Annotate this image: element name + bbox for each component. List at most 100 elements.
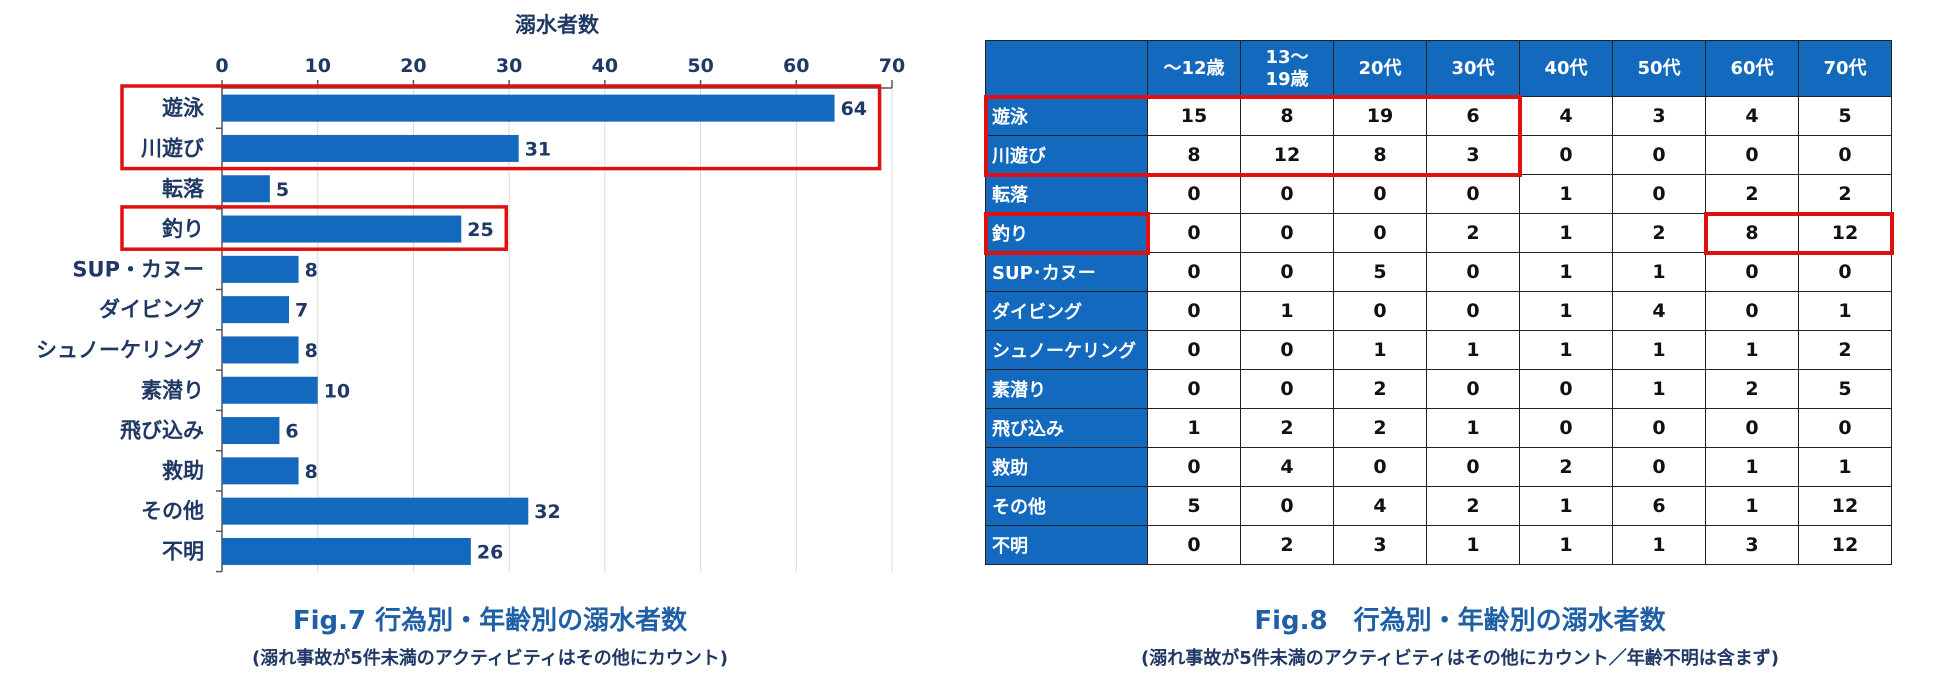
table-cell: 1: [1519, 252, 1613, 292]
value-label: 31: [525, 138, 551, 160]
table-cell: 1: [1798, 447, 1892, 487]
table-cell: 2: [1426, 486, 1520, 526]
category-label: シュノーケリング: [36, 338, 204, 362]
table-cell: 1: [1612, 252, 1706, 292]
table-cell: 0: [1147, 525, 1241, 565]
figure8-panel: ～12歳 13～ 19歳 20代 30代 40代 50代 60代 70代 遊泳 15 8 19 6 4 3 4…: [983, 40, 1894, 565]
table-row: 遊泳 15 8 19 6 4 3 4 5: [985, 96, 1892, 136]
bar: [222, 336, 299, 364]
figure8-title: Fig.8 行為別・年齢別の溺水者数: [1254, 606, 1666, 636]
figure7-note: (溺れ事故が5件未満のアクティビティはその他にカウント): [252, 648, 728, 669]
table-cell: 1: [1333, 330, 1427, 370]
table-cell: 3: [1705, 525, 1799, 565]
table-cell: 1: [1519, 291, 1613, 331]
row-label: 遊泳: [985, 96, 1148, 136]
table-cell: 3: [1333, 525, 1427, 565]
table-row: 転落 0 0 0 0 1 0 2 2: [985, 174, 1892, 214]
column-header: 60代: [1705, 40, 1799, 97]
table-cell: 4: [1519, 96, 1613, 136]
row-label: 飛び込み: [985, 408, 1148, 448]
category-label: 遊泳: [162, 96, 205, 120]
table-cell: 0: [1519, 369, 1613, 409]
table-cell: 0: [1147, 252, 1241, 292]
table-cell: 4: [1612, 291, 1706, 331]
table-cell: 1: [1705, 447, 1799, 487]
table-cell: 0: [1240, 486, 1334, 526]
row-label: 釣り: [985, 213, 1148, 253]
category-label: 川遊び: [140, 136, 204, 160]
bar: [222, 537, 471, 565]
table-cell: 0: [1519, 408, 1613, 448]
bar: [222, 376, 318, 404]
value-label: 8: [305, 259, 318, 281]
table-cell: 5: [1147, 486, 1241, 526]
value-label: 25: [467, 219, 493, 241]
table-row: その他 5 0 4 2 1 6 1 12: [985, 486, 1892, 526]
table-header-row: ～12歳 13～ 19歳 20代 30代 40代 50代 60代 70代: [985, 40, 1892, 97]
table-cell: 0: [1333, 447, 1427, 487]
category-label: ダイビング: [99, 298, 204, 322]
bar: [222, 497, 529, 525]
x-tick-label: 50: [687, 55, 713, 77]
table-row: 釣り 0 0 0 2 1 2 8 12: [985, 213, 1892, 253]
table-cell: 4: [1240, 447, 1334, 487]
bar: [222, 175, 270, 203]
table-cell: 0: [1147, 447, 1241, 487]
table-cell: 0: [1798, 135, 1892, 175]
table-cell: 6: [1426, 96, 1520, 136]
row-label: 川遊び: [985, 135, 1148, 175]
highlight-box: [120, 205, 509, 251]
column-header: 40代: [1519, 40, 1613, 97]
table-cell: 2: [1612, 213, 1706, 253]
table-corner: [985, 40, 1148, 97]
category-label: 飛び込み: [120, 419, 204, 443]
table-row: シュノーケリング 0 0 1 1 1 1 1 2: [985, 330, 1892, 370]
value-label: 64: [841, 98, 867, 120]
table-cell: 1: [1519, 174, 1613, 214]
table-cell: 1: [1240, 291, 1334, 331]
table-cell: 1: [1519, 525, 1613, 565]
table-cell: 1: [1519, 330, 1613, 370]
table-row: 飛び込み 1 2 2 1 0 0 0 0: [985, 408, 1892, 448]
bar: [222, 417, 280, 445]
table-cell: 0: [1333, 174, 1427, 214]
bar: [222, 134, 519, 162]
table-row: 川遊び 8 12 8 3 0 0 0 0: [985, 135, 1892, 175]
value-label: 8: [305, 340, 318, 362]
table-cell: 2: [1333, 369, 1427, 409]
table-cell: 2: [1426, 213, 1520, 253]
table-row: 素潜り 0 0 2 0 0 1 2 5: [985, 369, 1892, 409]
table-cell: 12: [1798, 525, 1892, 565]
column-header: 50代: [1612, 40, 1706, 97]
table-cell: 0: [1705, 291, 1799, 331]
table-cell: 8: [1333, 135, 1427, 175]
table-cell: 2: [1519, 447, 1613, 487]
table-row: ダイビング 0 1 0 0 1 4 0 1: [985, 291, 1892, 331]
bar: [222, 457, 299, 485]
table-cell: 0: [1612, 408, 1706, 448]
table-cell: 0: [1426, 369, 1520, 409]
data-table: ～12歳 13～ 19歳 20代 30代 40代 50代 60代 70代 遊泳 15 8 19 6 4 3 4…: [985, 40, 1892, 565]
table-cell: 0: [1705, 135, 1799, 175]
category-label: その他: [141, 499, 204, 523]
table-cell: 0: [1426, 174, 1520, 214]
table-cell: 5: [1798, 96, 1892, 136]
table-cell: 2: [1798, 174, 1892, 214]
table-cell: 1: [1147, 408, 1241, 448]
table-cell: 0: [1798, 408, 1892, 448]
table-cell: 12: [1240, 135, 1334, 175]
table-cell: 2: [1240, 408, 1334, 448]
table-cell: 0: [1705, 408, 1799, 448]
category-label: 素潜り: [141, 378, 204, 402]
table-cell: 3: [1426, 135, 1520, 175]
table-cell: 0: [1426, 291, 1520, 331]
table-cell: 5: [1333, 252, 1427, 292]
table-cell: 15: [1147, 96, 1241, 136]
category-label: 釣り: [162, 217, 204, 241]
column-header: 20代: [1333, 40, 1427, 97]
table-cell: 8: [1147, 135, 1241, 175]
table-cell: 0: [1612, 174, 1706, 214]
table-cell: 2: [1705, 369, 1799, 409]
value-label: 32: [534, 501, 560, 523]
table-cell: 0: [1147, 213, 1241, 253]
